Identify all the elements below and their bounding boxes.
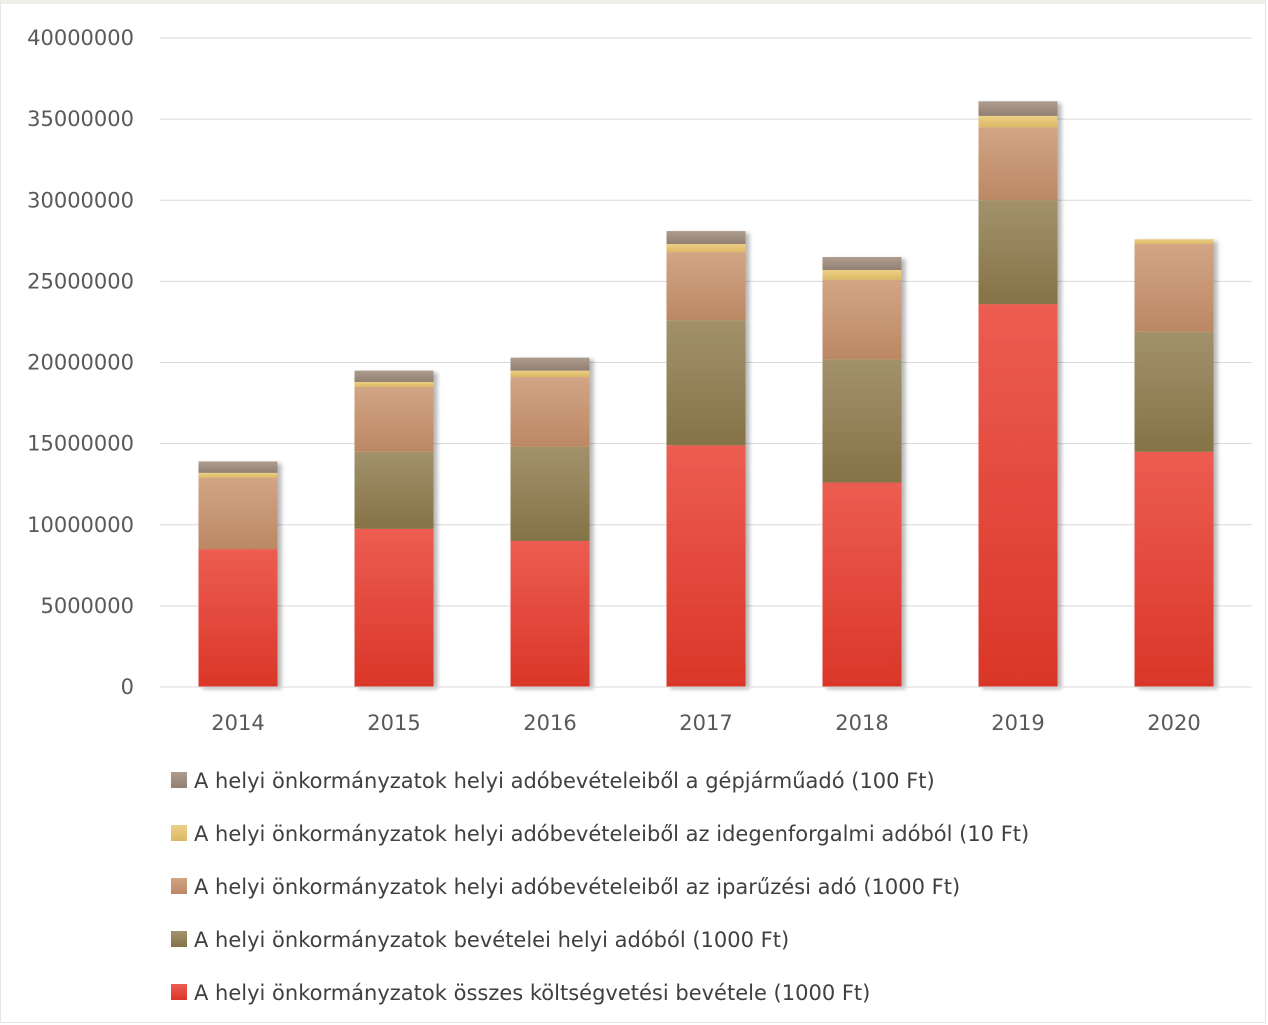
bar-segment <box>666 252 746 321</box>
legend-label: A helyi önkormányzatok bevételei helyi a… <box>194 928 789 952</box>
x-tick-label: 2014 <box>211 711 264 735</box>
bar-segment <box>198 477 278 550</box>
bar-segment <box>198 549 278 687</box>
bar-segment <box>510 357 590 371</box>
bar-segment <box>666 244 746 253</box>
y-axis: 0 5000000 10000000 15000000 20000000 25000000… <box>27 26 134 699</box>
bar-segment <box>822 279 902 360</box>
bar-segment <box>354 528 434 687</box>
bar-segment <box>354 386 434 452</box>
legend-item: A helyi önkormányzatok helyi adóbevétele… <box>171 769 935 793</box>
bar-stack-2016 <box>510 357 590 687</box>
bars <box>198 101 1214 687</box>
legend-label: A helyi önkormányzatok helyi adóbevétele… <box>194 769 935 793</box>
bar-segment <box>822 359 902 483</box>
bar-segment <box>822 482 902 687</box>
x-tick-label: 2015 <box>367 711 420 735</box>
bar-segment <box>510 446 590 541</box>
bar-segment <box>354 381 434 387</box>
bar-segment <box>822 270 902 280</box>
y-tick-label: 20000000 <box>27 351 134 375</box>
legend-swatch <box>171 878 187 894</box>
bar-segment <box>198 461 278 473</box>
y-tick-label: 35000000 <box>27 107 134 131</box>
bar-stack-2014 <box>198 461 278 687</box>
bar-segment <box>978 127 1058 201</box>
y-tick-label: 5000000 <box>40 594 134 618</box>
bar-segment <box>978 304 1058 687</box>
bar-stack-2020 <box>1134 239 1214 687</box>
bar-segment <box>666 231 746 245</box>
bar-segment <box>1134 331 1214 452</box>
x-tick-label: 2020 <box>1147 711 1200 735</box>
bar-segment <box>822 257 902 271</box>
y-tick-label: 30000000 <box>27 188 134 212</box>
y-tick-label: 40000000 <box>27 26 134 50</box>
bar-segment <box>198 472 278 478</box>
bar-segment <box>510 370 590 378</box>
y-tick-label: 10000000 <box>27 513 134 537</box>
legend-label: A helyi önkormányzatok helyi adóbevétele… <box>194 822 1029 846</box>
legend-item: A helyi önkormányzatok összes költségvet… <box>171 981 870 1005</box>
bar-segment <box>978 115 1058 128</box>
legend-item: A helyi önkormányzatok helyi adóbevétele… <box>171 875 960 899</box>
x-tick-label: 2017 <box>679 711 732 735</box>
bar-segment <box>510 377 590 447</box>
bar-segment <box>1134 239 1214 245</box>
bar-segment <box>510 540 590 687</box>
bar-stack-2019 <box>978 101 1058 687</box>
bar-segment <box>1134 244 1214 332</box>
legend: A helyi önkormányzatok helyi adóbevétele… <box>171 769 1029 1005</box>
legend-swatch <box>171 984 187 1000</box>
legend-item: A helyi önkormányzatok helyi adóbevétele… <box>171 822 1029 846</box>
bar-segment <box>978 200 1058 305</box>
bar-segment <box>666 445 746 687</box>
bar-stack-2018 <box>822 257 902 687</box>
legend-swatch <box>171 772 187 788</box>
legend-swatch <box>171 931 187 947</box>
y-tick-label: 25000000 <box>27 269 134 293</box>
bar-segment <box>666 320 746 446</box>
legend-label: A helyi önkormányzatok helyi adóbevétele… <box>194 875 960 899</box>
legend-swatch <box>171 825 187 841</box>
bar-segment <box>978 101 1058 116</box>
bar-stack-2015 <box>354 370 434 687</box>
x-tick-label: 2019 <box>991 711 1044 735</box>
y-tick-label: 15000000 <box>27 432 134 456</box>
y-tick-label: 0 <box>121 675 134 699</box>
bar-segment <box>354 370 434 382</box>
legend-label: A helyi önkormányzatok összes költségvet… <box>194 981 870 1005</box>
x-axis: 2014 2015 2016 2017 2018 2019 2020 <box>160 686 1252 735</box>
bar-stack-2017 <box>666 231 746 687</box>
bar-segment <box>354 451 434 529</box>
x-tick-label: 2018 <box>835 711 888 735</box>
bar-segment <box>1134 451 1214 687</box>
legend-item: A helyi önkormányzatok bevételei helyi a… <box>171 928 789 952</box>
x-tick-label: 2016 <box>523 711 576 735</box>
